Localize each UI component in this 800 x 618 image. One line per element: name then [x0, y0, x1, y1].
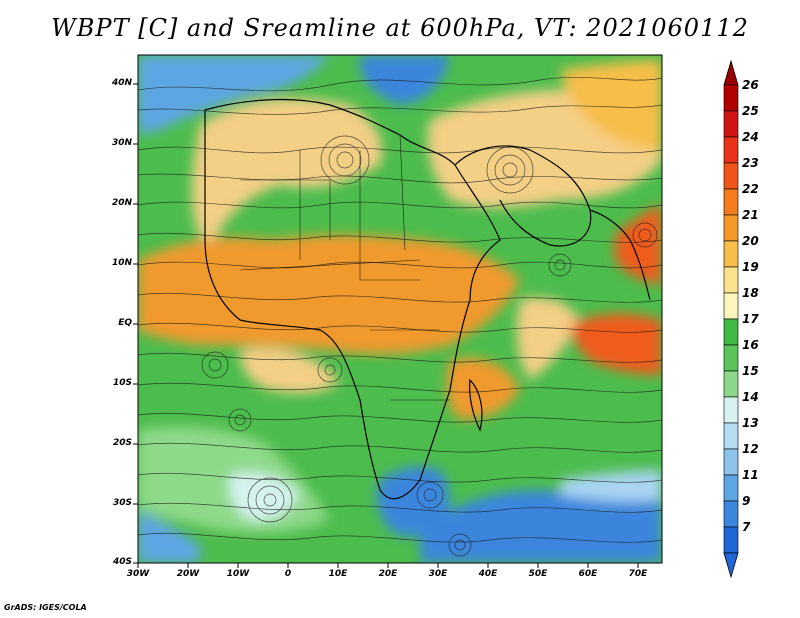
colorbar-top-arrow	[723, 59, 739, 86]
colorbar-swatch	[723, 240, 739, 268]
colorbar-swatch	[723, 318, 739, 346]
colorbar	[723, 59, 739, 579]
lat-label: 30S	[112, 498, 132, 508]
colorbar-label: 25	[742, 104, 759, 118]
colorbar-swatch	[723, 214, 739, 242]
colorbar-swatch	[723, 396, 739, 424]
axis-ticks	[133, 83, 639, 568]
sw-cool-region	[138, 510, 200, 563]
sahara-warm-region	[192, 98, 382, 250]
south-atlantic-cool-vortex	[229, 472, 300, 521]
tropical-warm-belt	[138, 235, 520, 354]
colorbar-label: 26	[742, 78, 759, 92]
colorbar-label: 17	[742, 312, 759, 326]
colorbar-swatch	[723, 266, 739, 294]
east-africa-warm-patch	[446, 358, 520, 420]
lon-label: 30E	[428, 569, 448, 579]
wbpt-field	[138, 55, 662, 563]
colorbar-label: 19	[742, 260, 759, 274]
colorbar-label: 24	[742, 130, 759, 144]
colorbar-label: 7	[742, 520, 751, 534]
colorbar-label: 22	[742, 182, 759, 196]
ne-warm-region	[560, 60, 662, 150]
lon-label: 70E	[628, 569, 648, 579]
southern-ocean-mild-region	[560, 470, 662, 502]
lon-label: 10E	[328, 569, 348, 579]
colorbar-swatch	[723, 136, 739, 164]
colorbar-swatch	[723, 526, 739, 554]
colorbar-swatch	[723, 474, 739, 502]
lon-label: 40E	[478, 569, 498, 579]
lat-label: 20S	[112, 438, 132, 448]
lat-label: 20N	[111, 198, 132, 208]
indian-ocean-hot-spot	[570, 313, 662, 375]
colorbar-label: 13	[742, 416, 759, 430]
lon-label: 20E	[378, 569, 398, 579]
credit-text: GrADS: IGES/COLA	[4, 603, 87, 612]
lat-label: 40S	[112, 557, 132, 567]
colorbar-bottom-arrow	[723, 552, 739, 579]
lon-label: 50E	[528, 569, 548, 579]
colorbar-label: 11	[742, 468, 759, 482]
colorbar-label: 12	[742, 442, 759, 456]
map-frame	[137, 54, 663, 564]
colorbar-swatch	[723, 84, 739, 112]
lon-label: 10W	[226, 569, 250, 579]
colorbar-swatch	[723, 162, 739, 190]
colorbar-label: 23	[742, 156, 759, 170]
country-borders	[239, 134, 450, 401]
colorbar-label: 16	[742, 338, 759, 352]
colorbar-label: 20	[742, 234, 759, 248]
colorbar-swatch	[723, 292, 739, 320]
lat-label: 10N	[111, 258, 132, 268]
lon-label: 30W	[126, 569, 150, 579]
colorbar-label: 18	[742, 286, 759, 300]
nw-cool-region	[138, 55, 330, 135]
colorbar-swatch	[723, 344, 739, 372]
lat-label: 30N	[111, 138, 132, 148]
south-africa-cool-region	[376, 466, 450, 537]
colorbar-label: 21	[742, 208, 759, 222]
colorbar-swatch	[723, 370, 739, 398]
lon-label: 0	[284, 569, 292, 579]
colorbar-swatch	[723, 110, 739, 138]
lat-label: 10S	[112, 378, 132, 388]
colorbar-swatch	[723, 422, 739, 450]
plot-title: WBPT [C] and Sreamline at 600hPa, VT: 20…	[51, 14, 749, 42]
lat-label: EQ	[118, 318, 132, 328]
colorbar-label: 15	[742, 364, 759, 378]
north-cool-region	[360, 55, 450, 105]
lon-label: 20W	[176, 569, 200, 579]
colorbar-swatch	[723, 188, 739, 216]
lon-label: 60E	[578, 569, 598, 579]
colorbar-label: 14	[742, 390, 759, 404]
colorbar-swatch	[723, 500, 739, 528]
streamlines	[138, 76, 662, 557]
colorbar-swatch	[723, 448, 739, 476]
southern-ocean-cool-region	[420, 490, 662, 563]
indian-warm-patch	[516, 297, 580, 380]
colorbar-label: 9	[742, 494, 751, 508]
lat-label: 40N	[111, 78, 132, 88]
